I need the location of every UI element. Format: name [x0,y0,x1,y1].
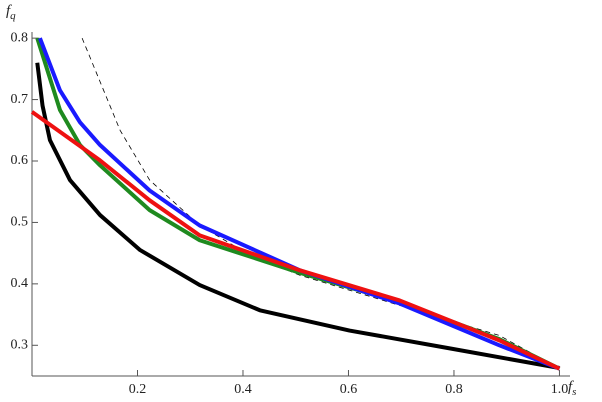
line-series [30,110,561,371]
x-tick-label: 0.8 [445,382,463,397]
y-tick-label: 0.8 [11,30,29,45]
x-tick-label: 0.2 [129,382,147,397]
y-tick-label: 0.4 [11,276,29,291]
x-tick-label: 1.0 [551,382,569,397]
y-tick-label: 0.7 [11,92,29,107]
x-label-sub: s [572,386,576,398]
y-tick-label: 0.3 [11,338,29,353]
line-series [38,37,561,371]
line-series [35,62,560,370]
y-axis-label: fq [6,3,16,21]
y-tick-label: 0.5 [11,215,29,230]
x-label-main: f [568,379,574,395]
x-axis-label: fs [568,379,576,397]
y-label-sub: q [10,10,16,22]
x-tick-label: 0.4 [234,382,252,397]
x-tick-label: 0.6 [340,382,358,397]
y-tick-label: 0.6 [11,153,29,168]
y-label-main: f [6,3,12,19]
